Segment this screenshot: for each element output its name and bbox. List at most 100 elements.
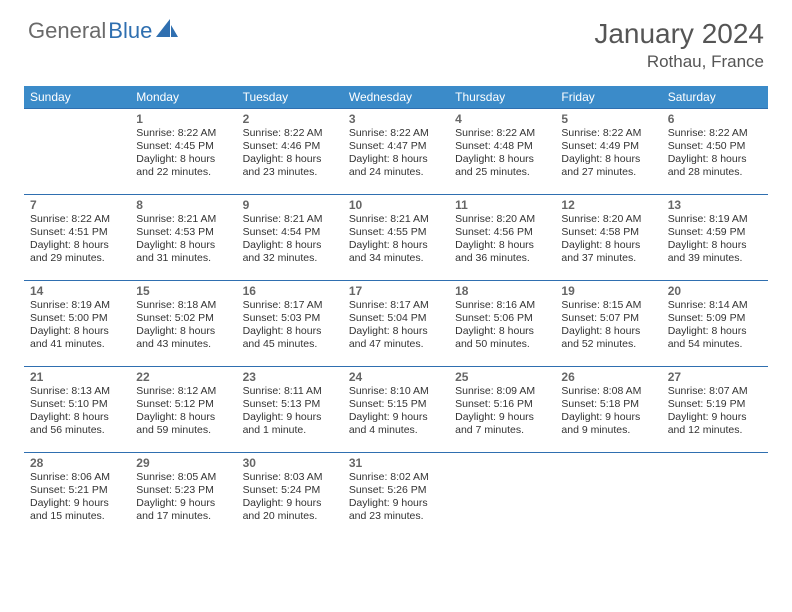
sunrise-text: Sunrise: 8:07 AM <box>668 385 762 398</box>
sunset-text: Sunset: 5:19 PM <box>668 398 762 411</box>
day-number: 5 <box>561 112 655 126</box>
day-number: 14 <box>30 284 124 298</box>
day-cell <box>555 453 661 539</box>
sunset-text: Sunset: 4:47 PM <box>349 140 443 153</box>
day-number: 4 <box>455 112 549 126</box>
day-number: 6 <box>668 112 762 126</box>
daylight-text-1: Daylight: 8 hours <box>561 325 655 338</box>
sunrise-text: Sunrise: 8:13 AM <box>30 385 124 398</box>
daylight-text-2: and 31 minutes. <box>136 252 230 265</box>
sunset-text: Sunset: 4:50 PM <box>668 140 762 153</box>
daylight-text-2: and 39 minutes. <box>668 252 762 265</box>
sunset-text: Sunset: 4:55 PM <box>349 226 443 239</box>
daylight-text-1: Daylight: 8 hours <box>243 325 337 338</box>
day-number: 11 <box>455 198 549 212</box>
day-cell <box>24 109 130 195</box>
daylight-text-2: and 59 minutes. <box>136 424 230 437</box>
day-number: 13 <box>668 198 762 212</box>
day-number: 31 <box>349 456 443 470</box>
daylight-text-1: Daylight: 9 hours <box>349 411 443 424</box>
week-row: 28Sunrise: 8:06 AMSunset: 5:21 PMDayligh… <box>24 453 768 539</box>
sunset-text: Sunset: 4:46 PM <box>243 140 337 153</box>
month-title: January 2024 <box>594 18 764 50</box>
daylight-text-1: Daylight: 8 hours <box>349 239 443 252</box>
sunset-text: Sunset: 4:56 PM <box>455 226 549 239</box>
day-number: 17 <box>349 284 443 298</box>
sunset-text: Sunset: 5:02 PM <box>136 312 230 325</box>
dow-saturday: Saturday <box>662 86 768 109</box>
daylight-text-1: Daylight: 9 hours <box>243 411 337 424</box>
dow-friday: Friday <box>555 86 661 109</box>
sunset-text: Sunset: 5:23 PM <box>136 484 230 497</box>
sunset-text: Sunset: 4:59 PM <box>668 226 762 239</box>
day-cell: 18Sunrise: 8:16 AMSunset: 5:06 PMDayligh… <box>449 281 555 367</box>
sunrise-text: Sunrise: 8:22 AM <box>668 127 762 140</box>
day-cell: 31Sunrise: 8:02 AMSunset: 5:26 PMDayligh… <box>343 453 449 539</box>
daylight-text-1: Daylight: 9 hours <box>349 497 443 510</box>
sunrise-text: Sunrise: 8:20 AM <box>455 213 549 226</box>
day-number: 24 <box>349 370 443 384</box>
page-header: General Blue January 2024 Rothau, France <box>0 0 792 80</box>
day-cell: 16Sunrise: 8:17 AMSunset: 5:03 PMDayligh… <box>237 281 343 367</box>
daylight-text-1: Daylight: 8 hours <box>668 325 762 338</box>
sunset-text: Sunset: 4:48 PM <box>455 140 549 153</box>
day-cell: 5Sunrise: 8:22 AMSunset: 4:49 PMDaylight… <box>555 109 661 195</box>
daylight-text-2: and 22 minutes. <box>136 166 230 179</box>
daylight-text-2: and 28 minutes. <box>668 166 762 179</box>
daylight-text-1: Daylight: 8 hours <box>136 153 230 166</box>
day-number: 25 <box>455 370 549 384</box>
logo-text-blue: Blue <box>108 18 152 44</box>
day-number: 7 <box>30 198 124 212</box>
daylight-text-1: Daylight: 9 hours <box>243 497 337 510</box>
daylight-text-1: Daylight: 9 hours <box>136 497 230 510</box>
day-cell: 15Sunrise: 8:18 AMSunset: 5:02 PMDayligh… <box>130 281 236 367</box>
day-number: 10 <box>349 198 443 212</box>
title-block: January 2024 Rothau, France <box>594 18 764 72</box>
daylight-text-1: Daylight: 8 hours <box>349 153 443 166</box>
logo: General Blue <box>28 18 178 44</box>
day-number: 29 <box>136 456 230 470</box>
logo-text-general: General <box>28 18 106 44</box>
daylight-text-1: Daylight: 8 hours <box>136 239 230 252</box>
day-cell: 21Sunrise: 8:13 AMSunset: 5:10 PMDayligh… <box>24 367 130 453</box>
day-cell: 25Sunrise: 8:09 AMSunset: 5:16 PMDayligh… <box>449 367 555 453</box>
sunrise-text: Sunrise: 8:22 AM <box>243 127 337 140</box>
daylight-text-1: Daylight: 8 hours <box>455 325 549 338</box>
day-cell: 13Sunrise: 8:19 AMSunset: 4:59 PMDayligh… <box>662 195 768 281</box>
sunrise-text: Sunrise: 8:22 AM <box>561 127 655 140</box>
sunset-text: Sunset: 5:04 PM <box>349 312 443 325</box>
daylight-text-1: Daylight: 8 hours <box>30 411 124 424</box>
day-cell: 20Sunrise: 8:14 AMSunset: 5:09 PMDayligh… <box>662 281 768 367</box>
daylight-text-2: and 45 minutes. <box>243 338 337 351</box>
daylight-text-2: and 47 minutes. <box>349 338 443 351</box>
day-number: 15 <box>136 284 230 298</box>
sunrise-text: Sunrise: 8:06 AM <box>30 471 124 484</box>
day-cell: 24Sunrise: 8:10 AMSunset: 5:15 PMDayligh… <box>343 367 449 453</box>
sunrise-text: Sunrise: 8:22 AM <box>136 127 230 140</box>
daylight-text-1: Daylight: 9 hours <box>561 411 655 424</box>
daylight-text-2: and 15 minutes. <box>30 510 124 523</box>
week-row: 21Sunrise: 8:13 AMSunset: 5:10 PMDayligh… <box>24 367 768 453</box>
day-cell: 27Sunrise: 8:07 AMSunset: 5:19 PMDayligh… <box>662 367 768 453</box>
daylight-text-1: Daylight: 8 hours <box>30 239 124 252</box>
daylight-text-2: and 56 minutes. <box>30 424 124 437</box>
week-row: 14Sunrise: 8:19 AMSunset: 5:00 PMDayligh… <box>24 281 768 367</box>
sunrise-text: Sunrise: 8:21 AM <box>349 213 443 226</box>
sunrise-text: Sunrise: 8:17 AM <box>349 299 443 312</box>
day-number: 18 <box>455 284 549 298</box>
sunset-text: Sunset: 4:54 PM <box>243 226 337 239</box>
sunrise-text: Sunrise: 8:05 AM <box>136 471 230 484</box>
dow-thursday: Thursday <box>449 86 555 109</box>
day-cell: 23Sunrise: 8:11 AMSunset: 5:13 PMDayligh… <box>237 367 343 453</box>
day-number: 30 <box>243 456 337 470</box>
sunrise-text: Sunrise: 8:10 AM <box>349 385 443 398</box>
day-number: 19 <box>561 284 655 298</box>
sunrise-text: Sunrise: 8:08 AM <box>561 385 655 398</box>
daylight-text-2: and 23 minutes. <box>349 510 443 523</box>
daylight-text-2: and 12 minutes. <box>668 424 762 437</box>
sunrise-text: Sunrise: 8:19 AM <box>668 213 762 226</box>
day-cell: 28Sunrise: 8:06 AMSunset: 5:21 PMDayligh… <box>24 453 130 539</box>
day-cell: 2Sunrise: 8:22 AMSunset: 4:46 PMDaylight… <box>237 109 343 195</box>
day-number: 20 <box>668 284 762 298</box>
daylight-text-1: Daylight: 8 hours <box>561 153 655 166</box>
